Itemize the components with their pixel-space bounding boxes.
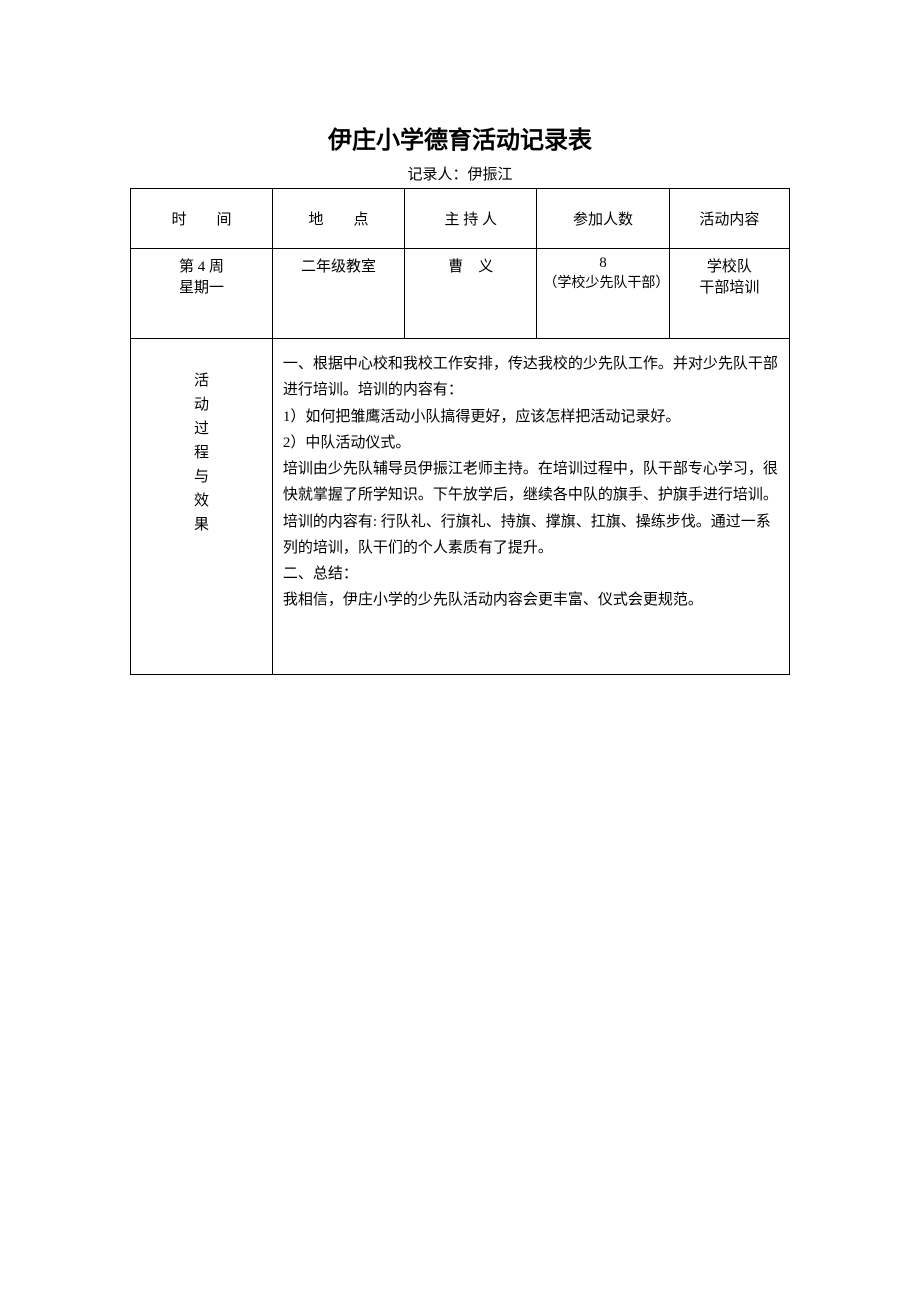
process-char: 果 [137, 513, 266, 537]
process-row: 活 动 过 程 与 效 果 一、根据中心校和我校工作安排，传达我校的少先队工作。… [131, 339, 790, 675]
header-count: 参加人数 [537, 189, 669, 249]
header-time: 时 间 [131, 189, 273, 249]
table-data-row: 第 4 周 星期一 二年级教室 曹 义 8 （学校少先队干部） 学校队 干部培训 [131, 249, 790, 339]
header-place: 地 点 [272, 189, 404, 249]
count-number: 8 [543, 255, 662, 272]
cell-time: 第 4 周 星期一 [131, 249, 273, 339]
cell-content: 学校队 干部培训 [669, 249, 789, 339]
process-line: 培训由少先队辅导员伊振江老师主持。在培训过程中，队干部专心学习，很快就掌握了所学… [283, 456, 779, 509]
process-char: 程 [137, 441, 266, 465]
process-char: 效 [137, 489, 266, 513]
process-char: 过 [137, 417, 266, 441]
process-line: 我相信，伊庄小学的少先队活动内容会更丰富、仪式会更规范。 [283, 587, 779, 613]
content-line1: 学校队 [676, 255, 783, 276]
process-content-cell: 一、根据中心校和我校工作安排，传达我校的少先队工作。并对少先队干部进行培训。培训… [272, 339, 789, 675]
cell-count: 8 （学校少先队干部） [537, 249, 669, 339]
cell-place: 二年级教室 [272, 249, 404, 339]
process-char: 活 [137, 369, 266, 393]
process-line: 培训的内容有: 行队礼、行旗礼、持旗、撑旗、扛旗、操练步伐。通过一系列的培训，队… [283, 509, 779, 562]
header-content: 活动内容 [669, 189, 789, 249]
recorder-label: 记录人： [407, 167, 467, 183]
table-header-row: 时 间 地 点 主 持 人 参加人数 活动内容 [131, 189, 790, 249]
cell-host: 曹 义 [405, 249, 537, 339]
process-line: 2）中队活动仪式。 [283, 430, 779, 456]
document-title: 伊庄小学德育活动记录表 [130, 120, 790, 155]
header-host: 主 持 人 [405, 189, 537, 249]
process-char: 动 [137, 393, 266, 417]
process-line: 二、总结： [283, 561, 779, 587]
process-line: 一、根据中心校和我校工作安排，传达我校的少先队工作。并对少先队干部进行培训。培训… [283, 351, 779, 404]
activity-record-table: 时 间 地 点 主 持 人 参加人数 活动内容 第 4 周 星期一 二年级教室 … [130, 188, 790, 675]
recorder-name: 伊振江 [468, 167, 513, 183]
process-line: 1）如何把雏鹰活动小队搞得更好，应该怎样把活动记录好。 [283, 404, 779, 430]
count-sub: （学校少先队干部） [543, 272, 662, 292]
recorder-line: 记录人：伊振江 [130, 163, 790, 184]
content-line2: 干部培训 [676, 276, 783, 297]
time-line1: 第 4 周 [137, 255, 266, 276]
process-label-cell: 活 动 过 程 与 效 果 [131, 339, 273, 675]
process-char: 与 [137, 465, 266, 489]
time-line2: 星期一 [137, 276, 266, 297]
